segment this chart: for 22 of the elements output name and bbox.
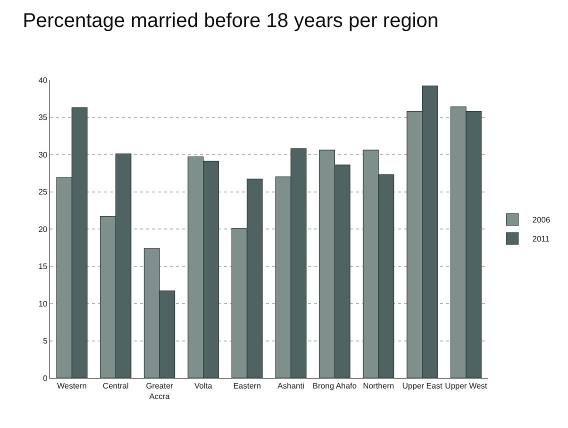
- x-tick-label: Eastern: [233, 382, 261, 391]
- y-tick-label: 10: [38, 299, 48, 308]
- x-tick-label: Greater Accra: [146, 382, 174, 401]
- y-tick-label: 5: [42, 336, 48, 346]
- legend-label: 2006: [532, 216, 551, 225]
- y-tick-label: 30: [38, 150, 48, 160]
- y-tick-label: 20: [38, 224, 48, 234]
- y-tick-label: 15: [38, 262, 48, 272]
- legend-label: 2011: [532, 234, 550, 244]
- x-tick-label: Upper East: [402, 382, 444, 391]
- y-tick-label: 40: [38, 76, 48, 85]
- x-tick-label: Brong Ahafo: [312, 382, 358, 391]
- y-tick-label: 35: [38, 113, 48, 122]
- x-tick-label: Northern: [362, 382, 394, 391]
- x-tick-label: Central: [102, 382, 129, 391]
- x-tick-label: Volta: [194, 382, 213, 391]
- chart-title: Percentage married before 18 years per region: [22, 10, 439, 32]
- x-tick-label: Western: [57, 382, 87, 391]
- x-tick-label: Upper West: [445, 382, 488, 391]
- y-tick-label: 25: [38, 188, 48, 197]
- y-tick-label: 0: [42, 374, 48, 383]
- x-tick-label: Ashanti: [278, 382, 304, 391]
